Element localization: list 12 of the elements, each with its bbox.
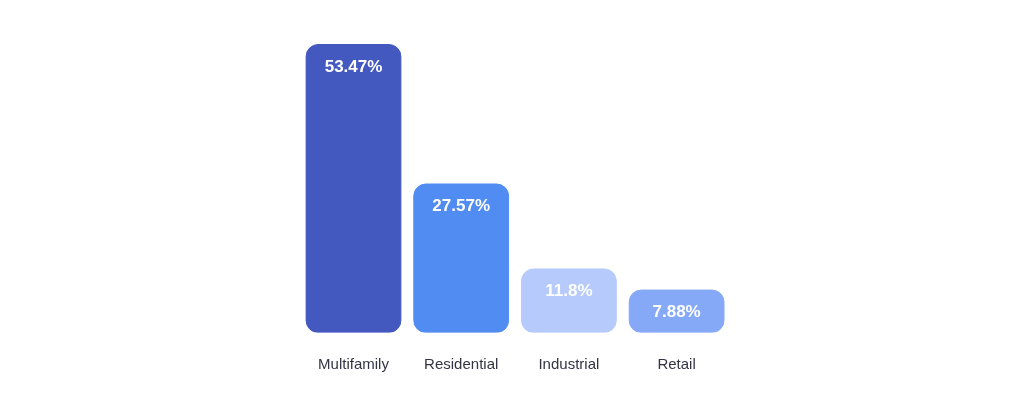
x-tick-label: Industrial — [538, 354, 600, 372]
x-tick-label: Residential — [424, 354, 499, 372]
data-label: 7.88% — [652, 302, 701, 322]
data-label: 53.47% — [324, 56, 383, 76]
bar — [628, 289, 725, 333]
data-label: 11.8% — [545, 280, 593, 300]
bar — [413, 183, 510, 333]
x-tick-label: Multifamily — [318, 354, 390, 372]
bar — [521, 268, 617, 333]
x-tick-label: Retail — [657, 354, 696, 372]
bar — [305, 44, 402, 333]
data-label: 27.57% — [432, 196, 491, 215]
